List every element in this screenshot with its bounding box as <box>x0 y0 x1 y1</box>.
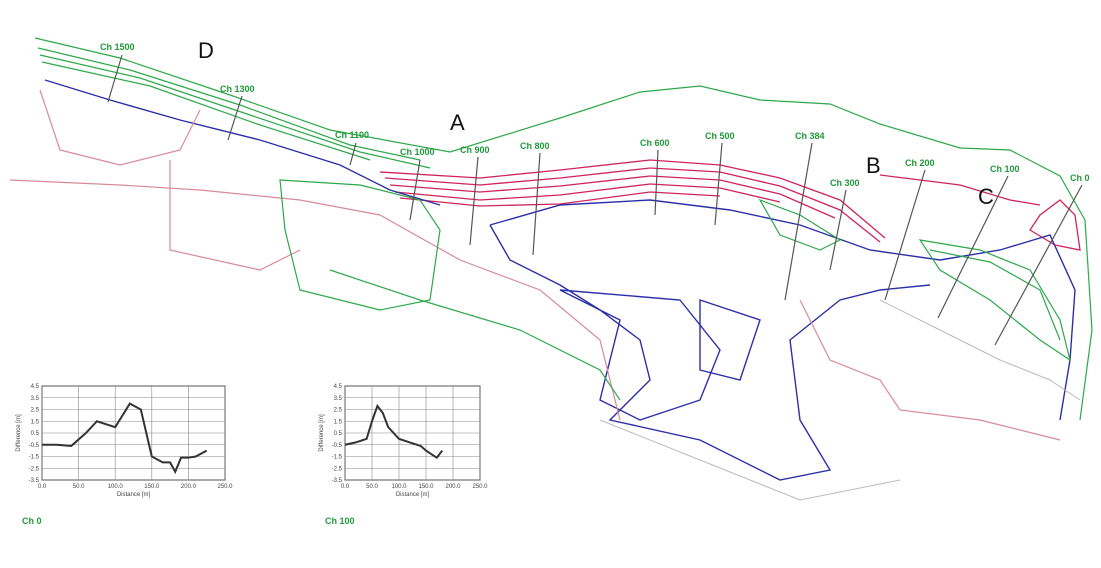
chainage-label: Ch 1000 <box>400 147 435 157</box>
section-line <box>410 160 420 220</box>
chainage-label: Ch 384 <box>795 131 825 141</box>
contour <box>490 200 1075 420</box>
y-tick-label: 4.5 <box>31 384 40 390</box>
x-tick-label: 250.0 <box>217 484 233 490</box>
x-tick-label: 200.0 <box>181 484 197 490</box>
section-line <box>715 143 722 225</box>
section-line <box>938 176 1008 318</box>
x-tick-label: 150.0 <box>144 484 160 490</box>
y-tick-label: 3.5 <box>31 396 40 402</box>
y-tick-label: 2.5 <box>31 408 40 414</box>
contour <box>330 270 620 400</box>
y-tick-label: 0.5 <box>334 431 343 437</box>
contour <box>42 62 370 160</box>
contour <box>490 225 930 480</box>
contour <box>280 180 440 310</box>
y-axis-label: Difference [m] <box>319 414 325 452</box>
y-tick-label: -0.5 <box>29 443 40 449</box>
y-tick-label: -0.5 <box>332 443 343 449</box>
chainage-label: Ch 100 <box>990 164 1020 174</box>
chainage-label: Ch 0 <box>1070 173 1090 183</box>
y-tick-label: 2.5 <box>334 408 343 414</box>
road <box>40 90 200 165</box>
x-tick-label: 50.0 <box>73 484 85 490</box>
chainage-label: Ch 200 <box>905 158 935 168</box>
y-tick-label: 4.5 <box>334 384 343 390</box>
y-tick-label: 1.5 <box>334 419 343 425</box>
x-axis-label: Distance [m] <box>117 492 151 498</box>
x-tick-label: 0.0 <box>38 484 47 490</box>
contour <box>400 192 720 206</box>
area-letter: B <box>866 153 881 178</box>
map: Ch 1500 Ch 1300 Ch 1100 Ch 1000 Ch 900 C… <box>0 0 1101 568</box>
road <box>800 300 1060 440</box>
section-line <box>785 143 812 300</box>
section-line <box>830 190 846 270</box>
inset-title: Ch 0 <box>22 516 42 526</box>
contour <box>560 290 720 420</box>
x-tick-label: 0.0 <box>341 484 350 490</box>
y-tick-label: -1.5 <box>332 455 343 461</box>
x-axis-label: Distance [m] <box>396 492 430 498</box>
section-line <box>470 157 478 245</box>
area-letter: A <box>450 110 465 135</box>
chainage-label: Ch 1100 <box>335 130 369 140</box>
y-tick-label: 0.5 <box>31 431 40 437</box>
x-tick-label: 250.0 <box>472 484 488 490</box>
y-tick-label: -1.5 <box>29 455 40 461</box>
chainage-label: Ch 900 <box>460 145 490 155</box>
contour <box>700 300 760 380</box>
x-tick-label: 100.0 <box>108 484 124 490</box>
area-letter: D <box>198 38 214 63</box>
x-tick-label: 100.0 <box>391 484 407 490</box>
chainage-label: Ch 1300 <box>220 84 255 94</box>
contour <box>920 240 1070 360</box>
road <box>10 180 620 420</box>
road <box>170 160 300 270</box>
coastline <box>35 38 1092 420</box>
y-tick-label: 1.5 <box>31 419 40 425</box>
contour <box>1030 200 1080 250</box>
contour <box>380 160 885 238</box>
y-tick-label: -2.5 <box>29 466 40 472</box>
chainage-label: Ch 300 <box>830 178 860 188</box>
chainage-label: Ch 600 <box>640 138 670 148</box>
area-letter: C <box>978 184 994 209</box>
road <box>880 175 1040 205</box>
contour <box>38 48 420 160</box>
section-line <box>108 55 122 102</box>
inset-title: Ch 100 <box>325 516 355 526</box>
contour <box>395 184 780 202</box>
x-tick-label: 200.0 <box>445 484 461 490</box>
chainage-label: Ch 500 <box>705 131 735 141</box>
contour <box>40 55 430 168</box>
section-line <box>995 185 1082 345</box>
y-axis-label: Difference [m] <box>16 414 22 452</box>
contour <box>600 420 900 500</box>
x-tick-label: 150.0 <box>418 484 434 490</box>
section-line <box>885 170 925 300</box>
y-tick-label: -2.5 <box>332 466 343 472</box>
chainage-label: Ch 800 <box>520 141 550 151</box>
y-tick-label: 3.5 <box>334 396 343 402</box>
chainage-label: Ch 1500 <box>100 42 135 52</box>
x-tick-label: 50.0 <box>366 484 378 490</box>
